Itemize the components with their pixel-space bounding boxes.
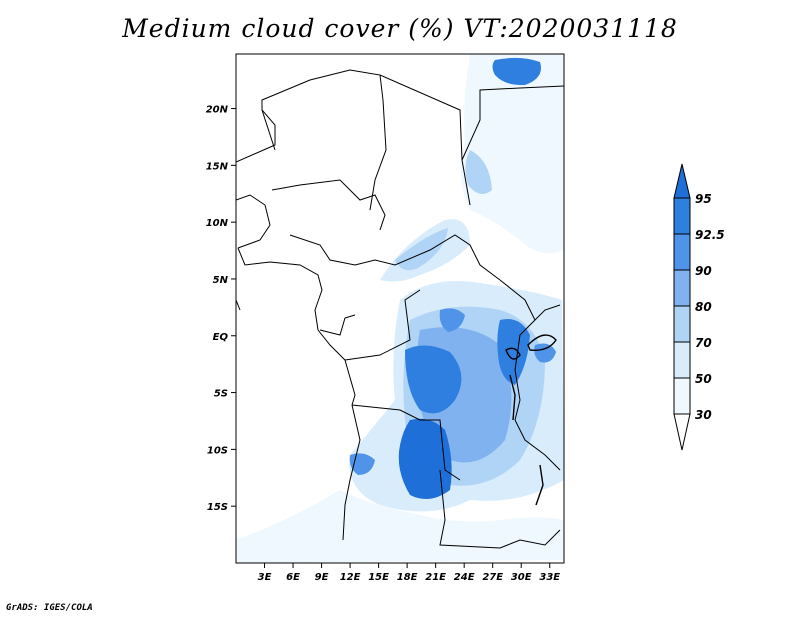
colorbar-segment — [673, 233, 691, 271]
colorbar-top-triangle — [673, 163, 691, 199]
lat-tick-label: 15N — [206, 161, 229, 172]
lat-tick-label: 15S — [207, 502, 228, 513]
country-borders — [236, 69, 564, 549]
colorbar-segment — [673, 305, 691, 343]
colorbar-label: 80 — [695, 300, 712, 314]
lat-tick-label: 5N — [213, 275, 229, 286]
colorbar-label: 90 — [695, 264, 712, 278]
colorbar-segment — [673, 341, 691, 379]
lon-tick-label: 3E — [258, 572, 272, 583]
lon-tick-label: 21E — [425, 572, 446, 583]
grads-credit: GrADS: IGES/COLA — [6, 603, 93, 613]
colorbar-label: 95 — [695, 192, 712, 206]
longitude-axis: 3E 6E 9E 12E 15E 18E 21E 24E 27E 30E 33E — [258, 563, 560, 583]
map-title: Medium cloud cover (%) VT:2020031118 — [122, 14, 678, 43]
lon-tick-label: 9E — [315, 572, 329, 583]
colorbar-label: 50 — [695, 372, 712, 386]
lon-tick-label: 24E — [454, 572, 475, 583]
lon-tick-label: 27E — [482, 572, 503, 583]
colorbar-label: 30 — [695, 408, 712, 422]
colorbar: 95 92.5 90 80 70 50 30 — [673, 163, 725, 451]
lat-tick-label: 20N — [206, 105, 229, 116]
map-frame — [235, 53, 565, 564]
lon-tick-label: 6E — [286, 572, 300, 583]
colorbar-segment — [673, 377, 691, 415]
colorbar-segment — [673, 269, 691, 307]
colorbar-label: 70 — [695, 336, 712, 350]
lon-tick-label: 12E — [340, 572, 361, 583]
lat-tick-label: 10S — [207, 445, 228, 456]
colorbar-segment — [673, 197, 691, 235]
lon-tick-label: 33E — [539, 572, 560, 583]
lat-tick-label: 10N — [206, 218, 229, 229]
lakes — [505, 334, 557, 506]
cloud-shading — [236, 54, 564, 563]
latitude-axis: 20N 15N 10N 5N EQ 5S 10S 15S — [206, 105, 236, 513]
lon-tick-label: 30E — [511, 572, 532, 583]
lon-tick-label: 18E — [397, 572, 418, 583]
lat-tick-label: EQ — [213, 332, 229, 343]
colorbar-label: 92.5 — [695, 228, 725, 242]
lat-tick-label: 5S — [214, 389, 228, 400]
lon-tick-label: 15E — [368, 572, 389, 583]
colorbar-bottom-triangle — [673, 413, 691, 451]
